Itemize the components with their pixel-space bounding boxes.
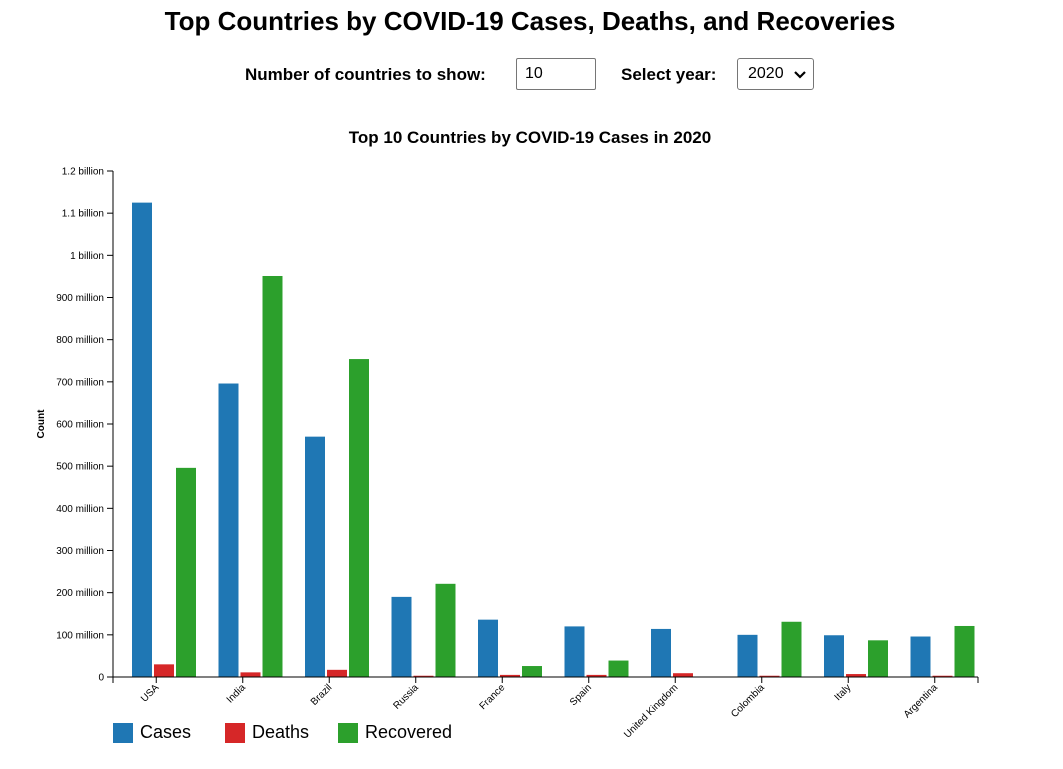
- year-select-value: 2020: [748, 65, 784, 82]
- country-count-input[interactable]: [516, 58, 596, 90]
- y-tick-label: 100 million: [56, 630, 104, 641]
- bar-deaths-russia: [413, 675, 434, 677]
- y-tick-label: 600 million: [56, 420, 104, 431]
- page-title: Top Countries by COVID-19 Cases, Deaths,…: [164, 6, 896, 36]
- x-tick-label: Spain: [568, 682, 594, 708]
- bar-deaths-usa: [154, 664, 174, 677]
- bar-cases-russia: [391, 596, 412, 677]
- y-tick-label: 700 million: [56, 377, 104, 388]
- chart-title: Top 10 Countries by COVID-19 Cases in 20…: [349, 128, 711, 147]
- bar-cases-spain: [564, 626, 585, 677]
- x-tick-label: Russia: [391, 682, 421, 712]
- x-tick-label: France: [478, 682, 508, 712]
- bar-cases-argentina: [910, 636, 931, 677]
- y-tick-label: 900 million: [56, 293, 104, 304]
- bar-deaths-brazil: [327, 669, 347, 677]
- bar-deaths-argentina: [932, 675, 953, 677]
- x-tick-label: Colombia: [729, 682, 767, 720]
- legend-label-cases: Cases: [140, 722, 192, 742]
- year-label: Select year:: [621, 65, 717, 84]
- y-tick-label: 400 million: [56, 504, 104, 515]
- y-tick-label: 800 million: [56, 335, 104, 346]
- bar-deaths-colombia: [759, 675, 780, 677]
- y-tick-label: 1.1 billion: [62, 209, 104, 220]
- bar-cases-india: [218, 383, 239, 677]
- y-tick-label: 1.2 billion: [62, 167, 104, 178]
- legend-swatch-deaths: [225, 723, 245, 743]
- y-tick-label: 300 million: [56, 546, 104, 557]
- bar-recovered-spain: [608, 660, 629, 677]
- x-tick-label: Argentina: [902, 682, 940, 720]
- x-tick-label: United Kingdom: [622, 682, 680, 740]
- legend-label-recovered: Recovered: [365, 722, 453, 742]
- bar-recovered-russia: [435, 583, 456, 677]
- y-tick-label: 0: [98, 673, 104, 684]
- bar-cases-usa: [132, 202, 152, 677]
- y-tick-label: 200 million: [56, 588, 104, 599]
- legend-swatch-cases: [113, 723, 133, 743]
- bar-deaths-italy: [846, 674, 866, 677]
- y-tick-label: 1 billion: [70, 251, 104, 262]
- bar-recovered-colombia: [781, 621, 802, 677]
- y-tick-label: 500 million: [56, 462, 104, 473]
- bar-recovered-india: [262, 275, 283, 677]
- bar-recovered-brazil: [349, 359, 369, 677]
- chevron-down-icon: [794, 71, 806, 79]
- bar-recovered-usa: [176, 467, 196, 677]
- bar-deaths-united-kingdom: [673, 673, 693, 677]
- x-tick-label: India: [225, 682, 248, 705]
- bar-recovered-italy: [868, 640, 888, 677]
- x-tick-label: Italy: [833, 682, 854, 703]
- bar-cases-united-kingdom: [651, 628, 671, 677]
- bar-deaths-france: [500, 674, 520, 677]
- bar-cases-colombia: [737, 634, 758, 677]
- bar-cases-france: [478, 619, 498, 677]
- bar-deaths-spain: [586, 674, 607, 677]
- legend-swatch-recovered: [338, 723, 358, 743]
- year-select[interactable]: 2020: [737, 58, 814, 90]
- bar-cases-italy: [824, 635, 844, 677]
- x-tick-label: USA: [139, 682, 162, 705]
- bar-deaths-india: [240, 672, 261, 677]
- bars-group: [132, 202, 975, 677]
- legend-label-deaths: Deaths: [252, 722, 310, 742]
- x-tick-label: Brazil: [309, 682, 334, 707]
- bar-recovered-argentina: [954, 625, 975, 677]
- y-axis: 0 100 million 200 million 300 million 400 mi…: [56, 167, 114, 684]
- y-axis-label: Count: [36, 409, 47, 439]
- bar-recovered-france: [522, 666, 542, 677]
- bar-cases-brazil: [305, 436, 325, 677]
- controls-bar: Number of countries to show: Select year…: [0, 58, 1063, 92]
- count-label: Number of countries to show:: [245, 65, 486, 84]
